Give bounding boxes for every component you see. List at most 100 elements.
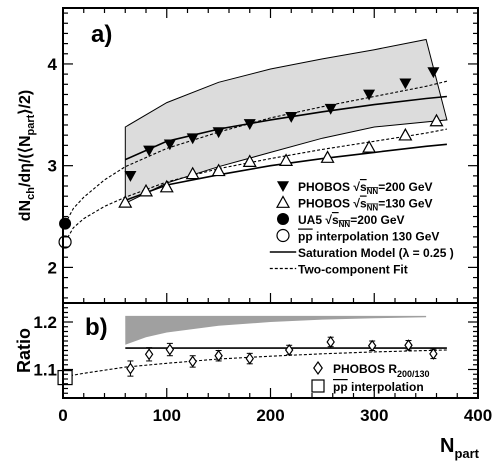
point-a-s2-4 [185, 166, 200, 180]
legend-a-1-marker-shape [277, 181, 289, 192]
point-ratio-4-shape [188, 355, 197, 368]
point-a-s1-5-shape [212, 127, 225, 139]
point-ratio-pp [57, 369, 73, 386]
point-ratio-10 [404, 339, 413, 352]
point-a-s1-4 [186, 133, 199, 145]
point-ratio-6 [245, 352, 254, 365]
legend-b-2-marker [311, 379, 325, 393]
point-ratio-3 [165, 343, 175, 356]
point-ratio-10-shape [404, 339, 413, 352]
x-tick-label-0: 0 [58, 406, 67, 425]
point-a-s2-11-shape [429, 113, 444, 127]
legend-a-1-marker [277, 181, 289, 192]
panel-a [64, 38, 448, 243]
point-a-s1-3 [163, 139, 176, 151]
y-tick-label-a-4: 4 [48, 55, 58, 74]
y-tick-label-b-1.1: 1.1 [33, 361, 57, 380]
y-tick-label-a-3: 3 [48, 157, 57, 176]
point-a-s2-1-shape [118, 195, 133, 208]
point-a-s2-11 [429, 113, 444, 127]
legend-a-3-marker [277, 213, 289, 225]
legend-b-2-text: pp interpolation [333, 380, 424, 394]
point-a-s1-1-shape [124, 171, 137, 182]
x-axis-label: Npart [440, 435, 480, 461]
point-a-s2-5-shape [211, 163, 226, 177]
point-a-s1-9 [363, 89, 376, 101]
legend-a-2-marker [275, 195, 291, 208]
point-a-s1-9-shape [363, 89, 376, 101]
point-a-s2-6-shape [242, 154, 257, 168]
x-tick-label-100: 100 [153, 406, 181, 425]
point-a-s2-4-shape [185, 166, 200, 180]
point-ratio-6-shape [245, 352, 254, 365]
point-a-s2-10 [398, 127, 413, 141]
legend-b-1-marker [313, 360, 323, 376]
point-ratio-8-shape [326, 335, 335, 348]
x-tick-label-300: 300 [360, 406, 388, 425]
point-a-s1-1 [124, 171, 137, 182]
point-a-s2-2-shape [138, 183, 154, 197]
point-a-s2-9-shape [362, 140, 377, 153]
point-a-s1-8 [324, 103, 337, 115]
point-ratio-11-shape [429, 347, 438, 360]
saturation-curve-2 [125, 143, 447, 202]
point-ratio-9 [367, 339, 377, 352]
point-a-s1-11-shape [427, 67, 440, 79]
point-a-s1-10 [399, 78, 412, 90]
point-a-s2-6 [242, 154, 257, 168]
legend-a-3-marker-shape [277, 213, 289, 225]
point-ratio-pp-shape [57, 369, 73, 386]
x-tick-label-400: 400 [464, 406, 492, 425]
y-tick-label-a-2: 2 [48, 258, 57, 277]
point-a-s3-1 [59, 217, 72, 230]
point-a-s3-1-shape [59, 217, 72, 230]
point-ratio-9-shape [367, 339, 377, 352]
legend-b-2-marker-shape [311, 379, 325, 393]
two-component-fit-2 [64, 128, 448, 243]
legend-b-1-text: PHOBOS R200/130 [333, 362, 430, 379]
legend-a-1-text: PHOBOS √sNN=200 GeV [298, 180, 433, 196]
point-a-s2-3-shape [159, 179, 174, 193]
panel-label-b: b) [85, 314, 108, 341]
band-ratio [125, 315, 427, 345]
y-axis-label-b: Ratio [14, 328, 34, 373]
legend-a-2-text: PHOBOS √sNN=130 GeV [298, 197, 433, 213]
legend-a-2-marker-shape [275, 195, 291, 208]
point-a-s1-5 [212, 127, 225, 139]
point-a-s4-1 [58, 235, 72, 249]
point-ratio-2 [144, 348, 154, 361]
point-ratio-3-shape [165, 343, 175, 356]
point-ratio-5 [214, 349, 223, 362]
point-a-s1-10-shape [399, 78, 412, 90]
point-a-s1-4-shape [186, 133, 199, 145]
point-a-s1-7-shape [285, 112, 298, 123]
point-ratio-7 [284, 343, 294, 357]
legend-a-3-text: UA5 √sNN=200 GeV [298, 213, 405, 229]
y-tick-label-b-1.2: 1.2 [33, 313, 57, 332]
point-a-s2-3 [159, 179, 174, 193]
point-ratio-11 [429, 347, 438, 360]
point-a-s2-7 [279, 153, 294, 166]
band-200gev [124, 38, 448, 205]
point-a-s1-8-shape [324, 103, 337, 115]
point-ratio-1 [126, 362, 135, 375]
x-tick-label-200: 200 [256, 406, 284, 425]
legend-a-4-text: pp interpolation 130 GeV [298, 230, 439, 244]
point-a-s2-8-shape [320, 150, 335, 163]
point-a-s1-11 [427, 67, 440, 79]
point-a-s1-7 [285, 112, 298, 123]
point-a-s2-2 [138, 183, 154, 197]
point-ratio-4 [188, 355, 197, 368]
point-a-s1-2-shape [143, 145, 156, 157]
point-a-s2-5 [211, 163, 226, 177]
point-a-s1-6 [243, 119, 256, 130]
legend-a-4-marker-shape [276, 228, 290, 243]
point-a-s2-8 [320, 150, 335, 163]
legend-a-4-marker [276, 228, 290, 243]
point-a-s1-3-shape [163, 139, 176, 151]
point-ratio-5-shape [214, 349, 223, 362]
point-a-s1-6-shape [243, 119, 256, 130]
fit-ratio-curve [65, 349, 447, 378]
point-a-s2-9 [362, 140, 377, 153]
